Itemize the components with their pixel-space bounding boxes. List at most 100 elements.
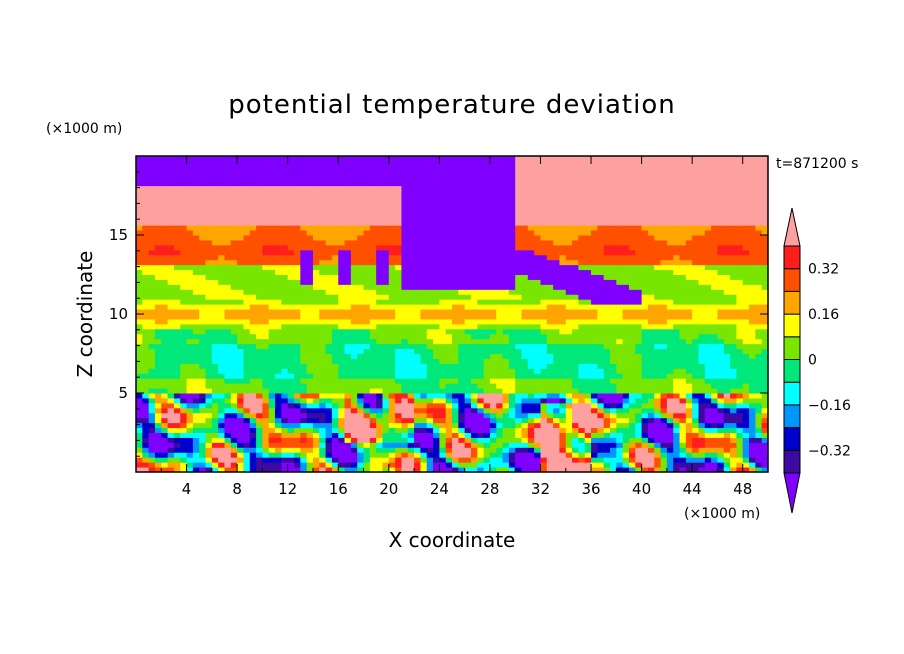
contour-cell	[749, 269, 756, 275]
contour-cell	[344, 358, 352, 364]
contour-cell	[192, 353, 200, 359]
contour-cell	[281, 289, 289, 295]
contour-cell	[603, 328, 611, 335]
contour-cell	[256, 407, 263, 414]
contour-cell	[654, 284, 662, 290]
contour-cell	[167, 397, 175, 404]
contour-cell	[635, 230, 643, 236]
contour-cell	[565, 274, 573, 280]
contour-cell	[464, 402, 472, 409]
contour-cell	[730, 284, 737, 290]
contour-cell	[584, 447, 592, 453]
contour-cell	[761, 452, 768, 458]
contour-cell	[433, 427, 440, 433]
contour-cell	[458, 323, 466, 330]
contour-cell	[711, 239, 718, 246]
contour-cell	[508, 407, 516, 414]
contour-cell	[167, 422, 175, 429]
contour-cell	[281, 244, 289, 251]
contour-cell	[249, 343, 257, 350]
contour-cell	[761, 368, 768, 374]
contour-cell	[660, 393, 668, 399]
contour-cell	[275, 259, 282, 266]
contour-cell	[698, 314, 706, 320]
contour-cell	[628, 363, 636, 369]
contour-cell	[363, 457, 371, 463]
contour-cell	[464, 244, 472, 251]
contour-cell	[325, 333, 333, 340]
contour-cell	[654, 304, 662, 310]
contour-cell	[199, 383, 207, 389]
contour-cell	[565, 442, 573, 448]
contour-cell	[755, 407, 763, 414]
contour-cell	[565, 467, 573, 472]
contour-cell	[546, 235, 554, 241]
contour-cell	[742, 259, 750, 266]
contour-cell	[711, 338, 718, 345]
contour-cell	[452, 442, 459, 448]
contour-cell	[622, 244, 630, 251]
contour-cell	[622, 452, 630, 458]
contour-cell	[173, 333, 181, 340]
contour-cell	[224, 343, 232, 350]
contour-cell	[496, 249, 504, 256]
contour-cell	[464, 259, 472, 266]
contour-cell	[256, 235, 263, 241]
contour-cell	[199, 254, 207, 261]
contour-cell	[249, 239, 257, 246]
contour-cell	[477, 284, 485, 290]
contour-cell	[679, 373, 687, 379]
contour-cell	[382, 363, 390, 369]
contour-cell	[338, 407, 346, 414]
contour-cell	[654, 338, 662, 345]
contour-cell	[578, 368, 586, 374]
contour-cell	[205, 333, 213, 340]
contour-cell	[338, 259, 346, 266]
contour-cell	[540, 230, 548, 236]
contour-cell	[572, 318, 579, 325]
contour-cell	[711, 249, 718, 256]
contour-cell	[350, 309, 358, 315]
contour-cell	[515, 452, 523, 458]
contour-cell	[692, 254, 699, 261]
contour-cell	[704, 318, 712, 325]
contour-cell	[256, 393, 263, 399]
contour-cell	[489, 353, 497, 359]
contour-cell	[161, 363, 169, 369]
contour-cell	[477, 467, 485, 472]
contour-cell	[439, 467, 447, 472]
contour-cell	[572, 333, 579, 340]
contour-cell	[546, 343, 554, 350]
contour-cell	[173, 407, 181, 414]
contour-cell	[218, 407, 225, 414]
contour-cell	[489, 388, 497, 394]
contour-cell	[527, 437, 535, 443]
contour-cell	[704, 230, 712, 236]
contour-cell	[464, 393, 472, 399]
contour-cell	[603, 383, 611, 389]
contour-cell	[350, 397, 358, 404]
contour-cell	[723, 373, 731, 379]
contour-cell	[603, 314, 611, 320]
contour-cell	[192, 259, 200, 266]
contour-cell	[306, 254, 314, 261]
contour-cell	[243, 393, 251, 399]
contour-cell	[426, 244, 434, 251]
contour-cell	[325, 294, 333, 300]
contour-cell	[742, 402, 750, 409]
contour-cell	[622, 294, 630, 300]
contour-cell	[565, 338, 573, 345]
contour-cell	[540, 299, 548, 305]
contour-cell	[350, 279, 358, 285]
contour-cell	[205, 269, 213, 275]
contour-cell	[180, 353, 188, 359]
contour-cell	[192, 264, 200, 271]
contour-cell	[205, 467, 213, 472]
contour-cell	[742, 304, 750, 310]
contour-cell	[483, 318, 491, 325]
contour-cell	[331, 269, 339, 275]
contour-cell	[603, 437, 611, 443]
contour-cell	[180, 412, 188, 419]
contour-cell	[534, 284, 541, 290]
contour-cell	[281, 432, 289, 438]
